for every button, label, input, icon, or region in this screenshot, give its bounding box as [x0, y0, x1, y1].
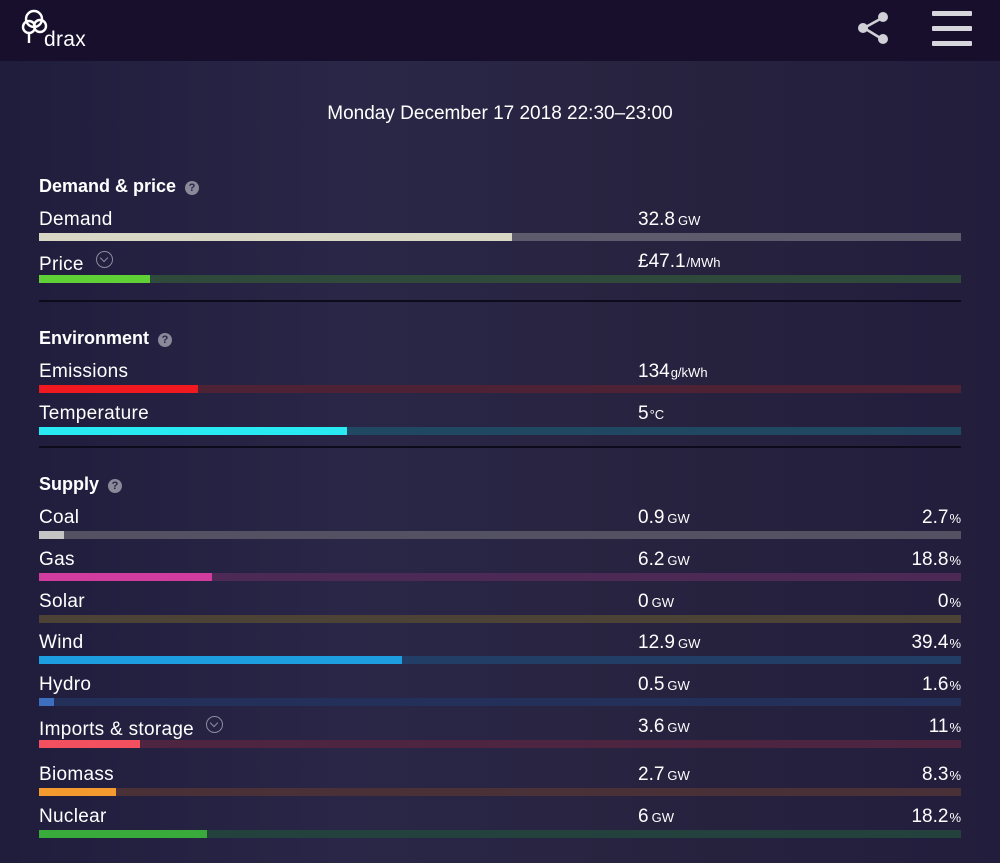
- bar-fill: [39, 531, 64, 539]
- bar-fill: [39, 740, 141, 748]
- row-percentage: 0%: [937, 591, 961, 612]
- help-icon[interactable]: ?: [185, 181, 200, 195]
- bar-fill: [39, 573, 213, 581]
- row-percentage: 2.7%: [922, 507, 961, 528]
- row-label: Wind: [39, 632, 84, 653]
- row-value: 3.6 GW: [638, 716, 690, 737]
- section-divider: [39, 300, 961, 302]
- row-percentage: 18.2%: [911, 806, 961, 827]
- bar-track: [39, 531, 961, 539]
- row-gas: Gas 6.2 GW 18.8%: [39, 549, 961, 589]
- bar-track: [39, 740, 961, 748]
- row-value: 0 GW: [638, 591, 674, 612]
- row-percentage: 18.8%: [911, 549, 961, 570]
- section-title-text: Demand & price: [39, 176, 177, 196]
- bar-track: [39, 788, 961, 796]
- share-icon[interactable]: [856, 11, 890, 45]
- row-emissions: Emissions 134g/kWh: [39, 361, 961, 401]
- row-label: Demand: [39, 209, 113, 230]
- row-label: Temperature: [39, 403, 149, 424]
- settlement-period: Monday December 17 2018 22:30–23:00: [327, 103, 673, 124]
- bar-track: [39, 427, 961, 435]
- row-label: Price: [39, 251, 113, 276]
- row-label: Emissions: [39, 361, 129, 382]
- bar-fill: [39, 698, 54, 706]
- row-value: 0.5 GW: [638, 674, 690, 695]
- row-label: Hydro: [39, 674, 92, 695]
- bar-track: [39, 615, 961, 623]
- row-solar: Solar 0 GW 0%: [39, 591, 961, 631]
- row-percentage: 39.4%: [911, 632, 961, 653]
- row-coal: Coal 0.9 GW 2.7%: [39, 507, 961, 547]
- row-label: Nuclear: [39, 806, 107, 827]
- row-label: Solar: [39, 591, 85, 612]
- row-biomass: Biomass 2.7 GW 8.3%: [39, 764, 961, 804]
- row-hydro: Hydro 0.5 GW 1.6%: [39, 674, 961, 714]
- bar-track: [39, 656, 961, 664]
- help-icon[interactable]: ?: [108, 479, 123, 493]
- bar-track: [39, 698, 961, 706]
- bar-fill: [39, 385, 198, 393]
- bar-track: [39, 573, 961, 581]
- bar-fill: [39, 656, 403, 664]
- row-label: Gas: [39, 549, 75, 570]
- bar-fill: [39, 788, 116, 796]
- section-title-supply: Supply?: [39, 474, 123, 495]
- section-title-demand-price: Demand & price?: [39, 176, 200, 197]
- bar-fill: [39, 830, 207, 838]
- section-title-environment: Environment?: [39, 328, 173, 349]
- hamburger-menu-icon[interactable]: [932, 11, 972, 46]
- row-percentage: 8.3%: [922, 764, 961, 785]
- row-value: 5°C: [638, 403, 665, 424]
- row-value: 0.9 GW: [638, 507, 690, 528]
- section-title-text: Supply: [39, 474, 100, 494]
- logo-text: drax: [44, 28, 87, 51]
- drax-logo[interactable]: drax: [18, 6, 90, 52]
- section-divider: [39, 446, 961, 448]
- bar-track: [39, 275, 961, 283]
- chevron-down-icon[interactable]: [206, 716, 224, 733]
- row-wind: Wind 12.9 GW 39.4%: [39, 632, 961, 672]
- bar-track: [39, 233, 961, 241]
- row-percentage: 11%: [928, 716, 961, 737]
- row-label: Imports & storage: [39, 716, 224, 741]
- row-imports-storage: Imports & storage 3.6 GW 11%: [39, 716, 961, 756]
- bar-fill: [39, 427, 347, 435]
- help-icon[interactable]: ?: [158, 333, 173, 347]
- top-bar: drax: [0, 0, 1000, 61]
- row-value: £47.1/MWh: [638, 251, 721, 272]
- row-value: 6.2 GW: [638, 549, 690, 570]
- row-price: Price £47.1/MWh: [39, 251, 961, 291]
- drax-logo-icon: [21, 9, 48, 43]
- row-percentage: 1.6%: [922, 674, 961, 695]
- row-value: 134g/kWh: [638, 361, 708, 382]
- bar-fill: [39, 233, 512, 241]
- row-value: 6 GW: [638, 806, 674, 827]
- row-label: Biomass: [39, 764, 114, 785]
- chevron-down-icon[interactable]: [95, 251, 113, 268]
- row-nuclear: Nuclear 6 GW 18.2%: [39, 806, 961, 846]
- bar-fill: [39, 275, 150, 283]
- bar-track: [39, 385, 961, 393]
- row-label: Coal: [39, 507, 80, 528]
- bar-track: [39, 830, 961, 838]
- row-demand: Demand 32.8 GW: [39, 209, 961, 249]
- row-value: 2.7 GW: [638, 764, 690, 785]
- section-title-text: Environment: [39, 328, 150, 348]
- row-value: 12.9 GW: [638, 632, 701, 653]
- row-value: 32.8 GW: [638, 209, 701, 230]
- row-temperature: Temperature 5°C: [39, 403, 961, 443]
